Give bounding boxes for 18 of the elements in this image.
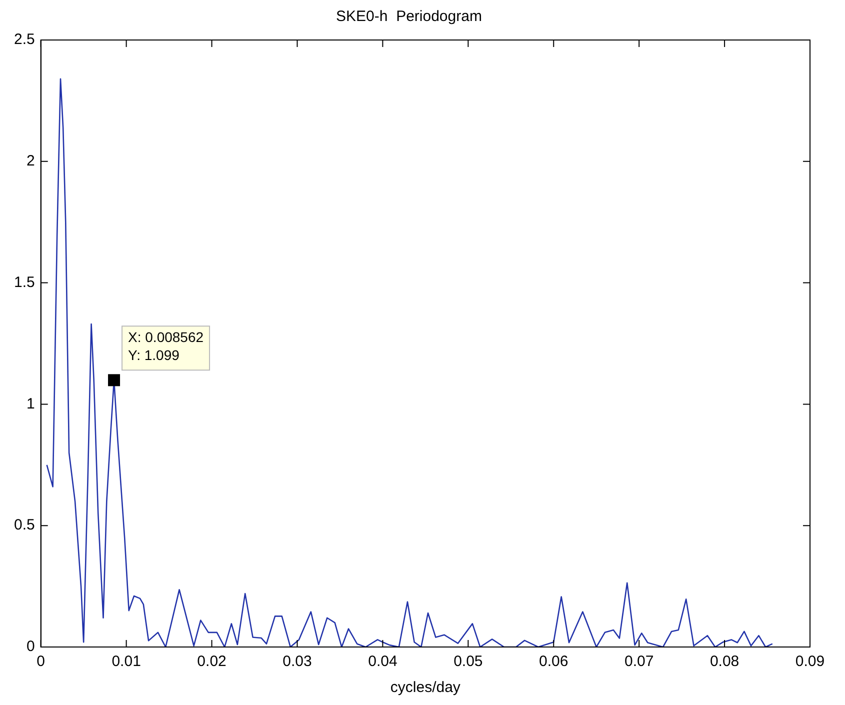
- x-tick-label: 0.06: [539, 653, 568, 670]
- x-tick-label: 0.02: [197, 653, 226, 670]
- x-tick-label: 0.04: [368, 653, 398, 670]
- y-tick-label: 2: [26, 152, 35, 170]
- x-tick-label: 0.07: [624, 653, 654, 670]
- y-tick-label: 1.5: [14, 274, 35, 291]
- x-tick-label: 0.05: [454, 653, 483, 670]
- chart-title: SKE0-h Periodogram: [336, 8, 482, 26]
- x-tick-label: 0.01: [112, 653, 141, 670]
- x-axis-title: cycles/day: [390, 679, 461, 696]
- x-tick-label: 0.09: [795, 653, 825, 670]
- x-tick-label: 0.08: [710, 653, 740, 670]
- x-tick-label: 0.03: [282, 653, 312, 670]
- y-tick-label: 0.5: [14, 516, 35, 534]
- y-tick-label: 1: [26, 395, 35, 412]
- y-tick-label: 0: [26, 638, 35, 656]
- annotation: X: 0.008562 Y: 1.099: [128, 329, 204, 364]
- y-tick-label: 2.5: [14, 31, 35, 48]
